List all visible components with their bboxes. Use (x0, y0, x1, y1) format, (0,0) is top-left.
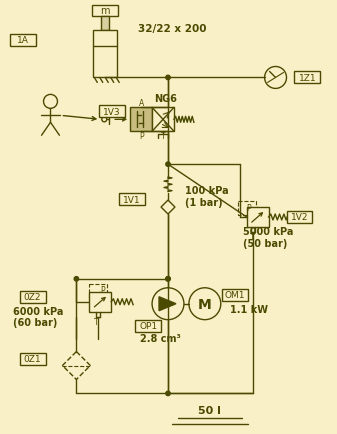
Text: 0Z1: 0Z1 (24, 354, 41, 363)
Text: 50 l: 50 l (198, 405, 221, 415)
Bar (286, 211, 312, 224)
Text: 1Z1: 1Z1 (299, 74, 316, 83)
Bar (247, 207, 269, 227)
Circle shape (43, 95, 58, 109)
Bar (152, 108, 174, 132)
Bar (89, 284, 107, 297)
Text: T: T (250, 233, 254, 242)
Bar (10, 35, 35, 46)
Circle shape (166, 76, 170, 80)
Bar (119, 194, 145, 206)
Text: 5000 kPa
(50 bar): 5000 kPa (50 bar) (243, 227, 293, 248)
Circle shape (102, 118, 107, 122)
Bar (295, 72, 320, 84)
Text: m: m (100, 6, 110, 16)
Circle shape (265, 67, 286, 89)
Text: P: P (246, 203, 251, 212)
Text: 1.1 kW: 1.1 kW (230, 304, 268, 314)
Circle shape (189, 288, 221, 320)
Bar (238, 201, 256, 216)
Text: 1A: 1A (17, 36, 29, 45)
Circle shape (166, 277, 170, 281)
Bar (130, 108, 152, 132)
Text: NG6: NG6 (154, 94, 177, 104)
Text: P: P (100, 286, 104, 295)
Bar (101, 16, 109, 30)
Circle shape (166, 277, 170, 281)
Bar (135, 320, 161, 332)
Text: 1V2: 1V2 (291, 213, 308, 222)
Circle shape (152, 288, 184, 320)
Text: A: A (139, 99, 144, 108)
Text: T: T (161, 132, 165, 141)
Bar (89, 292, 111, 312)
Bar (20, 353, 45, 365)
Circle shape (166, 391, 170, 396)
Bar (222, 289, 248, 301)
Text: 2.8 cm³: 2.8 cm³ (140, 333, 181, 343)
Text: 1V1: 1V1 (123, 195, 141, 204)
Bar (20, 291, 45, 303)
Text: 6000 kPa
(60 bar): 6000 kPa (60 bar) (13, 306, 63, 328)
Text: 0Z2: 0Z2 (24, 293, 41, 302)
Bar (93, 30, 117, 78)
Text: 32/22 x 200: 32/22 x 200 (138, 23, 207, 33)
Circle shape (74, 277, 79, 281)
Text: OP1: OP1 (139, 322, 157, 330)
Polygon shape (159, 297, 176, 311)
Text: OM1: OM1 (224, 291, 245, 299)
Text: 100 kPa
(1 bar): 100 kPa (1 bar) (185, 186, 228, 207)
Bar (99, 106, 125, 118)
Text: T: T (94, 317, 99, 326)
Text: P: P (139, 132, 144, 141)
Bar (92, 6, 118, 16)
Text: M: M (198, 297, 212, 311)
Text: 1V3: 1V3 (103, 108, 121, 117)
Circle shape (166, 163, 170, 167)
